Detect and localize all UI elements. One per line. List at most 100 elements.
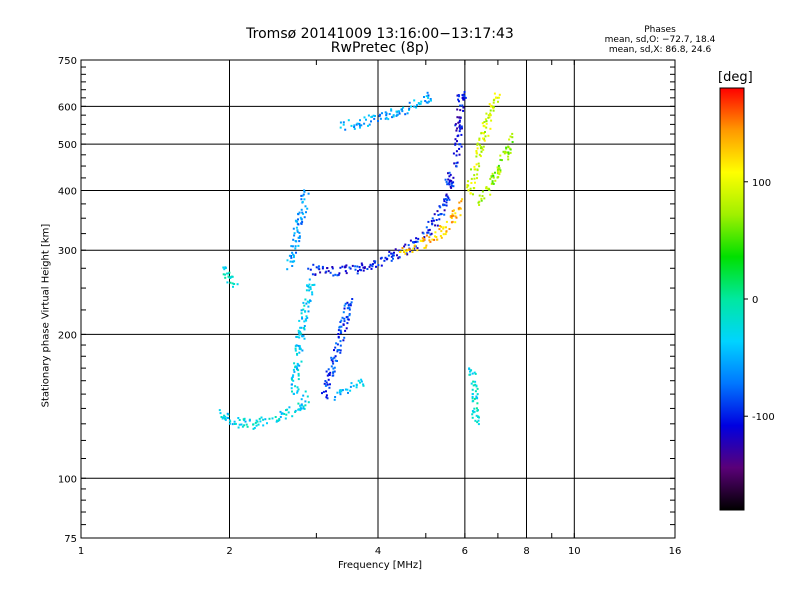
echo-point bbox=[322, 390, 325, 393]
colorbar-unit-label: [deg] bbox=[718, 70, 753, 85]
minor-ticks bbox=[81, 60, 675, 538]
echo-point bbox=[392, 115, 395, 118]
echo-point bbox=[507, 158, 510, 161]
echo-point bbox=[344, 302, 347, 305]
echo-point bbox=[302, 407, 305, 410]
echo-point bbox=[450, 186, 453, 189]
echo-point bbox=[332, 370, 335, 373]
echo-point bbox=[259, 420, 262, 423]
echo-point bbox=[309, 299, 311, 302]
echo-point bbox=[473, 410, 476, 413]
echo-point bbox=[278, 418, 281, 420]
echo-point bbox=[224, 415, 227, 418]
echo-point bbox=[487, 134, 490, 137]
echo-point bbox=[303, 337, 306, 340]
echo-point bbox=[485, 186, 488, 189]
echo-point bbox=[436, 224, 439, 227]
echo-point bbox=[416, 247, 419, 250]
echo-point bbox=[478, 139, 481, 141]
echo-point bbox=[478, 153, 481, 156]
echo-point bbox=[312, 263, 315, 266]
echo-point bbox=[471, 393, 474, 396]
echo-point bbox=[360, 269, 362, 272]
echo-point bbox=[309, 268, 312, 271]
echo-point bbox=[476, 143, 479, 146]
echo-point bbox=[339, 344, 342, 347]
echo-point bbox=[302, 308, 305, 311]
echo-point bbox=[455, 150, 458, 153]
echo-point bbox=[292, 374, 295, 377]
echo-point bbox=[403, 249, 406, 252]
echo-point bbox=[228, 422, 231, 425]
echo-point bbox=[218, 409, 221, 412]
echo-point bbox=[304, 400, 307, 403]
echo-point bbox=[373, 117, 376, 120]
echo-point bbox=[291, 378, 294, 381]
echo-point bbox=[458, 100, 460, 103]
echo-point bbox=[296, 230, 299, 233]
y-tick-label: 300 bbox=[58, 246, 77, 257]
echo-point bbox=[491, 180, 494, 183]
echo-point bbox=[476, 421, 479, 424]
echo-point bbox=[466, 186, 469, 189]
echo-point bbox=[419, 102, 422, 105]
echo-point bbox=[410, 105, 412, 108]
echo-point bbox=[368, 265, 371, 268]
echo-point bbox=[350, 382, 353, 385]
echo-point bbox=[405, 252, 408, 255]
echo-point bbox=[274, 416, 277, 418]
echo-point bbox=[262, 418, 265, 421]
echo-point bbox=[370, 116, 373, 118]
echo-point bbox=[483, 197, 486, 200]
stats-title: Phases bbox=[644, 25, 676, 35]
echo-point bbox=[483, 125, 486, 128]
echo-point bbox=[301, 221, 304, 223]
echo-point bbox=[303, 190, 306, 193]
echo-point bbox=[444, 233, 447, 236]
echo-point bbox=[469, 192, 472, 195]
echo-point bbox=[362, 383, 365, 386]
echo-point bbox=[351, 264, 354, 267]
echo-point bbox=[414, 241, 417, 243]
echo-point bbox=[472, 411, 475, 414]
echo-point bbox=[301, 317, 304, 320]
echo-point bbox=[307, 267, 310, 270]
echo-point bbox=[443, 200, 446, 203]
echo-point bbox=[347, 318, 350, 321]
echo-point bbox=[439, 206, 442, 209]
echo-point bbox=[431, 223, 434, 226]
echo-point bbox=[430, 220, 433, 222]
echo-point bbox=[390, 108, 393, 111]
echo-point bbox=[342, 123, 345, 126]
echo-point bbox=[471, 400, 474, 403]
echo-point bbox=[437, 214, 440, 216]
echo-point bbox=[291, 265, 294, 267]
echo-point bbox=[309, 288, 312, 291]
echo-point bbox=[446, 199, 448, 201]
echo-point bbox=[412, 241, 414, 244]
echo-point bbox=[295, 344, 298, 347]
echo-point bbox=[496, 168, 499, 171]
echo-point bbox=[362, 384, 365, 387]
echo-point bbox=[397, 110, 400, 113]
echo-point bbox=[293, 370, 296, 373]
echo-point bbox=[349, 385, 352, 388]
echo-point bbox=[445, 204, 448, 207]
echo-point bbox=[296, 390, 299, 393]
echo-point bbox=[291, 375, 294, 378]
echo-point bbox=[452, 214, 455, 217]
echo-point bbox=[492, 107, 495, 110]
echo-point bbox=[341, 316, 344, 319]
echo-point bbox=[428, 236, 431, 239]
echo-point bbox=[337, 333, 340, 335]
echo-point bbox=[223, 268, 226, 271]
echo-point bbox=[343, 307, 346, 310]
echo-point bbox=[454, 124, 457, 127]
echo-point bbox=[436, 210, 439, 213]
echo-point bbox=[302, 394, 305, 397]
x-tick-label: 1 bbox=[78, 546, 84, 557]
echo-point bbox=[346, 322, 349, 325]
echo-point bbox=[390, 259, 393, 262]
echo-point bbox=[342, 339, 345, 342]
echo-point bbox=[361, 264, 364, 267]
